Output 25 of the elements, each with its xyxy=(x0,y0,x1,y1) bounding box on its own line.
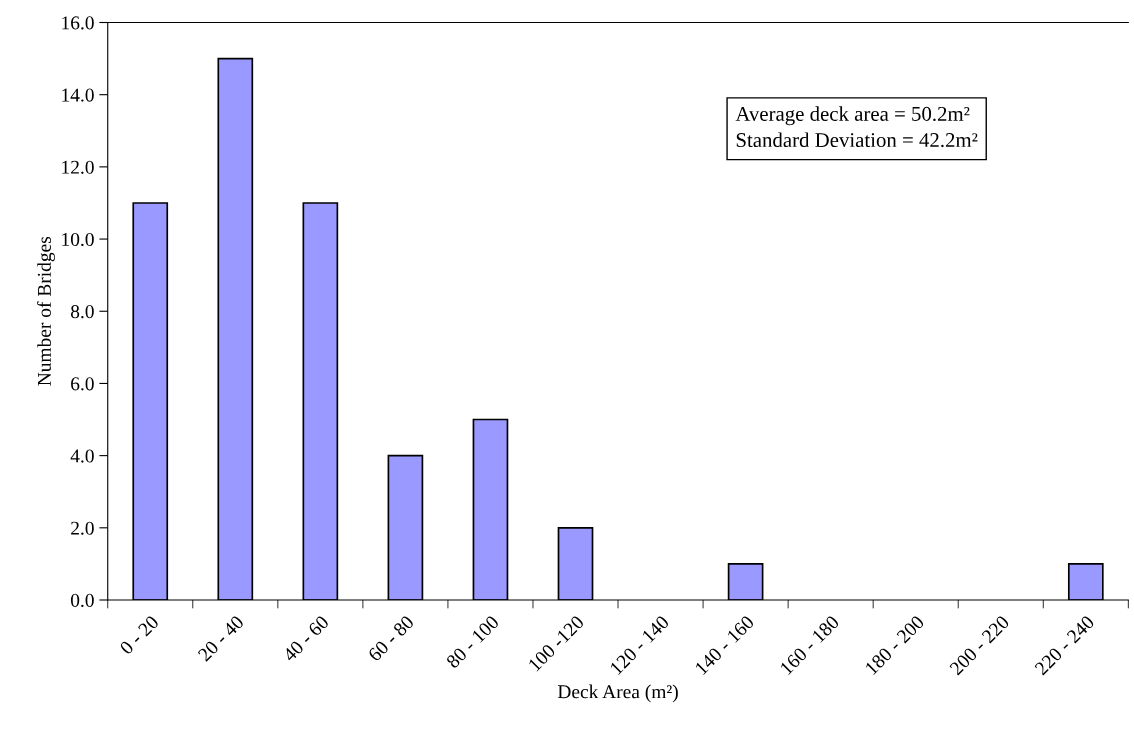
x-tick-label: 0 - 20 xyxy=(119,614,160,656)
x-axis-title: Deck Area (m²) xyxy=(557,684,678,703)
annotation: Standard Deviation = 42.2m² xyxy=(736,132,978,148)
x-tick-label: 60 - 80 xyxy=(367,614,415,662)
y-tick-label: 0.0 xyxy=(70,593,94,608)
y-tick-label: 8.0 xyxy=(70,305,94,319)
y-tick-label: 12.0 xyxy=(62,160,94,174)
x-tick-label: 120 - 140 xyxy=(609,614,670,676)
x-tick-label: 100 -120 xyxy=(527,614,585,672)
x-tick-label: 80 - 100 xyxy=(445,614,500,669)
x-tick-label: 140 - 160 xyxy=(694,614,755,676)
y-tick-label: 6.0 xyxy=(71,377,94,391)
y-tick-label: 14.0 xyxy=(62,88,94,102)
y-tick-label: 2.0 xyxy=(71,521,94,535)
x-tick-label: 20 - 40 xyxy=(197,614,245,662)
x-tick-label: 200 - 220 xyxy=(949,614,1010,676)
x-tick-label: 180 - 200 xyxy=(864,614,925,676)
x-tick-label: 220 - 240 xyxy=(1034,614,1095,676)
y-tick-label: 16.0 xyxy=(62,16,94,30)
x-tick-label: 40 - 60 xyxy=(282,614,330,663)
y-axis-title: Number of Bridges xyxy=(37,236,55,386)
x-tick-label: 160 - 180 xyxy=(779,614,840,676)
y-tick-label: 10.0 xyxy=(62,232,94,247)
annotation: Average deck area = 50.2m² xyxy=(735,106,970,126)
y-tick-label: 4.0 xyxy=(70,449,94,463)
